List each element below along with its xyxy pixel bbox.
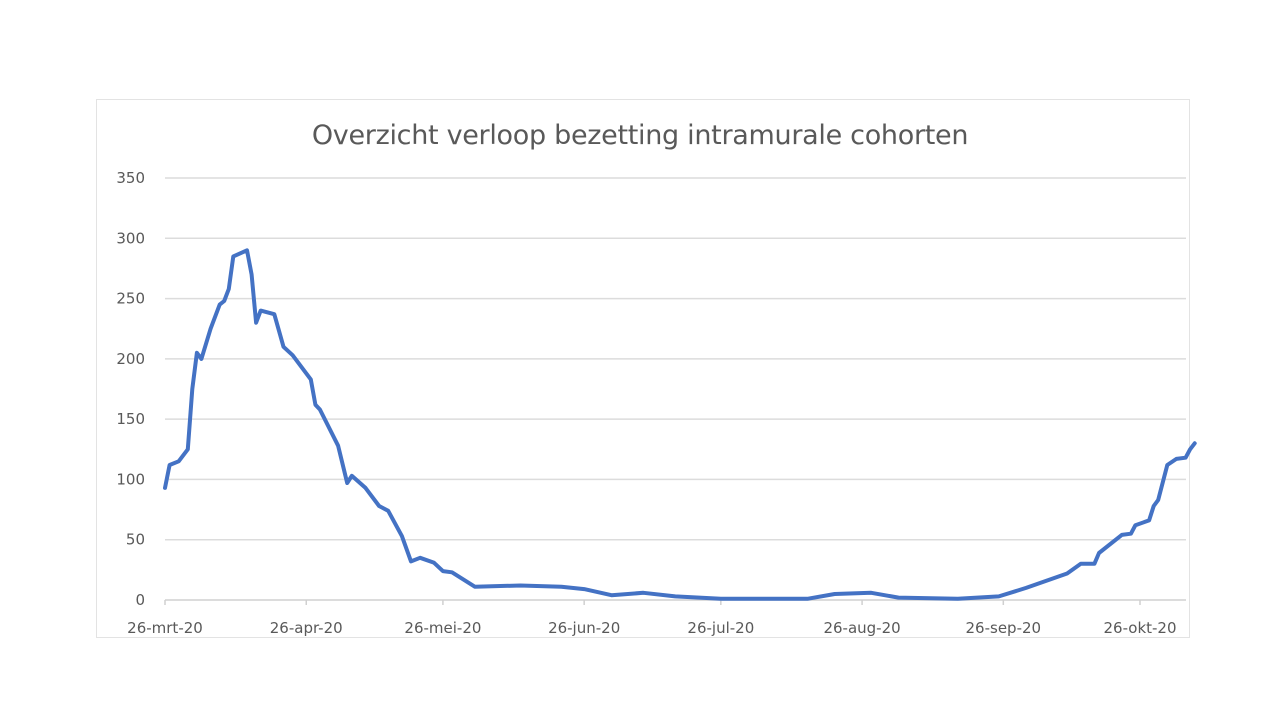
y-tick-label: 200: [116, 350, 145, 368]
y-tick-label: 50: [126, 531, 145, 549]
x-tick-label: 26-jun-20: [548, 619, 620, 637]
y-tick-label: 150: [116, 410, 145, 428]
x-tick-label: 26-jul-20: [687, 619, 754, 637]
y-axis: 0 50 100 150 200 250 300 350: [116, 169, 145, 609]
y-tick-label: 350: [116, 169, 145, 187]
x-tick-label: 26-apr-20: [270, 619, 343, 637]
x-tick-label: 26-sep-20: [966, 619, 1042, 637]
x-axis: 26-mrt-20 26-apr-20 26-mei-20 26-jun-20 26-j…: [127, 600, 1177, 637]
y-tick-label: 100: [116, 470, 145, 488]
x-tick-label: 26-aug-20: [823, 619, 900, 637]
x-tick-label: 26-okt-20: [1103, 619, 1176, 637]
x-tick-label: 26-mei-20: [404, 619, 481, 637]
chart-title: Overzicht verloop bezetting intramurale …: [311, 120, 969, 151]
y-tick-label: 250: [116, 290, 145, 308]
data-line: [163, 248, 1197, 601]
chart-frame: [96, 99, 1190, 638]
gridlines: [165, 177, 1186, 601]
y-tick-label: 0: [135, 591, 145, 609]
x-tick-label: 26-mrt-20: [127, 619, 203, 637]
y-tick-label: 300: [116, 229, 145, 247]
